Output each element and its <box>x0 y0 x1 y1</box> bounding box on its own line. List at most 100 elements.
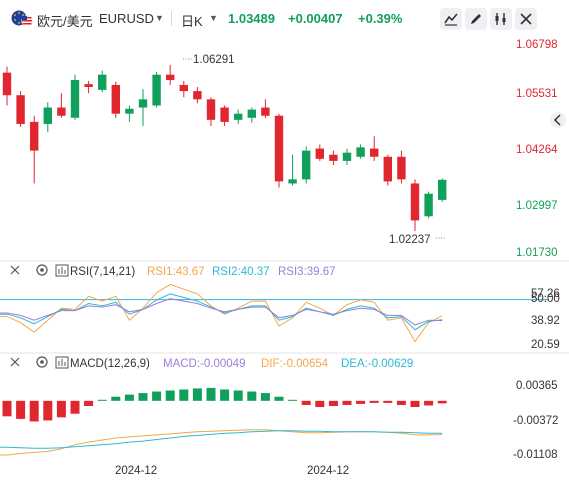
candle-body <box>193 91 202 100</box>
price-tick-label: 1.06798 <box>516 39 558 51</box>
macd-tick-label: 0.00365 <box>516 380 558 392</box>
candle-body <box>397 156 406 180</box>
rsi-settings-icon[interactable] <box>36 264 48 276</box>
symbol-code[interactable]: EURUSD <box>99 11 154 26</box>
indicator-tool-icon <box>495 13 506 25</box>
candle-body <box>84 84 93 88</box>
candle-body <box>206 99 216 120</box>
candle-body <box>424 193 433 217</box>
candle-body <box>261 107 270 116</box>
symbol-name[interactable]: 欧元/美元 <box>37 14 93 29</box>
candle-body <box>2 72 12 96</box>
candle-body <box>315 148 324 159</box>
rsi-visibility-icon[interactable] <box>10 265 20 275</box>
price-change-percent: +0.39% <box>358 11 403 26</box>
rsi-tick-label: 20.59 <box>531 339 560 351</box>
candle-body <box>125 108 134 114</box>
candle-body <box>179 84 188 92</box>
close-button[interactable] <box>515 8 537 30</box>
price-tick-label: 1.05531 <box>516 88 558 100</box>
candle-body <box>16 95 25 124</box>
dif-legend: DIF:-0.00654 <box>261 358 329 370</box>
macd-histogram-bar <box>2 400 12 417</box>
rsi-line-rsi3 <box>0 298 443 326</box>
macd-histogram-bar <box>288 399 298 401</box>
macd-histogram-bar <box>179 389 189 401</box>
macd-histogram-bar <box>356 400 366 404</box>
candle-body <box>138 99 148 108</box>
macd-histogram-bar <box>56 400 66 418</box>
macd-histogram-bar <box>16 400 26 419</box>
macd-histogram-bar <box>342 400 352 405</box>
macd-visibility-icon[interactable] <box>10 357 20 367</box>
macd-histogram-bar <box>260 393 270 401</box>
price-tick-label: 1.02997 <box>516 200 558 212</box>
price-tick-label: 1.04264 <box>516 144 558 156</box>
currency-pair-icon <box>11 10 33 27</box>
macd-histogram-bar <box>233 390 243 401</box>
line-tool-icon <box>444 13 458 26</box>
macd-histogram-bar <box>43 400 53 421</box>
candle-body <box>288 179 297 184</box>
symbol-dropdown-chevron-icon[interactable]: ▼ <box>155 13 164 23</box>
candle-body <box>274 115 284 182</box>
rsi-tick-label: 50.00 <box>531 293 560 305</box>
candle-body <box>302 150 311 180</box>
candle-body <box>438 179 447 200</box>
price-change: +0.00407 <box>288 11 343 26</box>
macd-title: MACD(12,26,9) <box>70 358 150 370</box>
macd-histogram-bar <box>383 400 393 403</box>
date-tick-label: 2024-12 <box>307 465 349 477</box>
rsi1-legend: RSI1:43.67 <box>147 266 205 278</box>
macd-histogram-bar <box>328 400 338 406</box>
draw-tool-icon <box>471 14 481 24</box>
draw-tool-button[interactable] <box>465 8 487 30</box>
low-label: 1.02237 <box>389 234 431 246</box>
macd-histogram-bar <box>424 400 434 406</box>
period-selector[interactable]: 日K <box>181 14 203 29</box>
macd-histogram-bar <box>124 394 134 401</box>
rsi-line-rsi1 <box>0 283 443 343</box>
candle-body <box>342 152 352 161</box>
period-dropdown-chevron-icon[interactable]: ▼ <box>209 13 218 23</box>
close-icon <box>520 13 532 25</box>
high-label: 1.06291 <box>193 54 235 66</box>
macd-dea-line <box>0 430 443 449</box>
divider <box>171 11 172 26</box>
candle-body <box>247 109 256 118</box>
candlestick-series <box>2 64 447 232</box>
candle-body <box>43 107 52 124</box>
line-tool-button[interactable] <box>440 8 462 30</box>
rsi-indicator-icon <box>55 264 69 277</box>
macd-histogram-bar <box>138 393 148 401</box>
rsi-tick-label: 38.92 <box>531 315 560 327</box>
rsi-series <box>0 283 548 343</box>
macd-histogram-bar <box>111 396 121 401</box>
macd-histogram-bar <box>206 387 216 401</box>
candle-body <box>234 113 243 120</box>
macd-histogram-bar <box>220 389 230 401</box>
collapse-arrow-icon[interactable] <box>550 112 566 128</box>
macd-tick-label: -0.00372 <box>513 415 558 427</box>
macd-series <box>0 387 447 456</box>
indicator-tool-button[interactable] <box>490 8 512 30</box>
macd-legend: MACD:-0.00049 <box>163 358 245 370</box>
macd-histogram-bar <box>301 400 311 405</box>
macd-histogram-bar <box>396 400 406 405</box>
price-tick-label: 1.01730 <box>516 247 558 259</box>
macd-histogram-bar <box>152 391 162 401</box>
macd-histogram-bar <box>84 400 94 406</box>
macd-settings-icon[interactable] <box>36 356 48 368</box>
candle-body <box>111 84 120 114</box>
candle-body <box>329 154 338 161</box>
macd-histogram-bar <box>315 400 325 408</box>
rsi-title: RSI(7,14,21) <box>70 266 135 278</box>
candle-body <box>98 74 107 90</box>
macd-histogram-bar <box>29 400 39 422</box>
rsi2-legend: RSI2:40.37 <box>212 266 270 278</box>
macd-histogram-bar <box>247 391 257 401</box>
macd-histogram-bar <box>97 399 107 401</box>
macd-histogram-bar <box>410 400 420 408</box>
candle-body <box>356 147 365 157</box>
